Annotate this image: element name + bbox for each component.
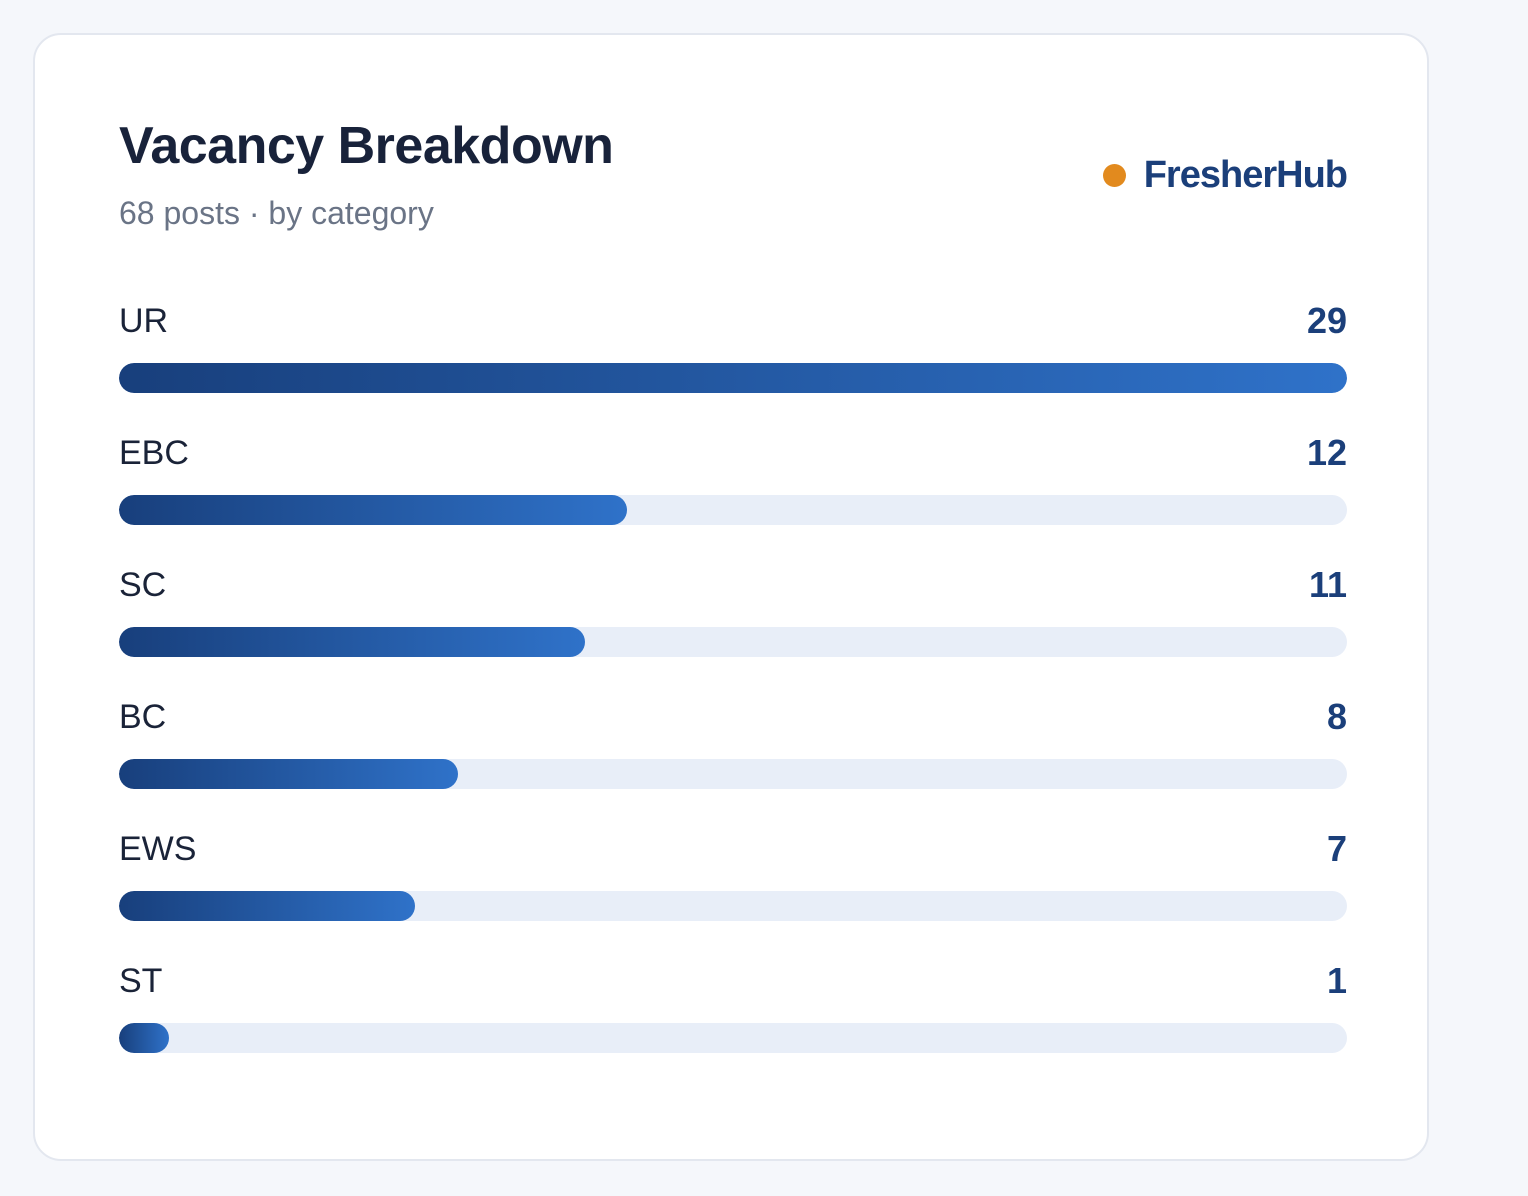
category-label: BC (119, 698, 167, 736)
bar-track (119, 891, 1347, 921)
bar-row-bc: BC 8 (119, 695, 1347, 827)
bar (119, 627, 585, 657)
brand-name: FresherHub (1143, 153, 1348, 196)
category-label: SC (119, 566, 167, 604)
bar (119, 891, 415, 921)
data-label: 29 (1306, 300, 1347, 341)
category-label: EBC (119, 434, 189, 472)
bar-row-st: ST 1 (119, 959, 1347, 1091)
card-header: Vacancy Breakdown 68 posts · by category… (119, 115, 1348, 245)
category-label: UR (119, 302, 169, 340)
brand-dot-icon (1102, 163, 1126, 187)
category-label: ST (119, 962, 163, 1000)
bar-row-ur: UR 29 (119, 299, 1347, 431)
page-subtitle: 68 posts · by category (119, 195, 434, 231)
data-label: 7 (1326, 828, 1347, 869)
bar-track (119, 759, 1347, 789)
bar (119, 495, 627, 525)
brand: FresherHub (1102, 153, 1348, 197)
bar (119, 759, 458, 789)
bar-track (119, 1023, 1347, 1053)
bar-chart: UR 29 EBC 12 SC 11 BC 8 EWS 7 ST 1 (119, 299, 1347, 1091)
data-label: 12 (1306, 432, 1347, 473)
vacancy-card: Vacancy Breakdown 68 posts · by category… (33, 33, 1429, 1161)
page-title: Vacancy Breakdown (119, 117, 614, 175)
bar-track (119, 627, 1347, 657)
bar-row-ebc: EBC 12 (119, 431, 1347, 563)
bar-track (119, 363, 1347, 393)
bar (119, 363, 1347, 393)
data-label: 11 (1308, 564, 1347, 605)
bar-row-ews: EWS 7 (119, 827, 1347, 959)
data-label: 1 (1326, 960, 1347, 1001)
data-label: 8 (1326, 696, 1347, 737)
category-label: EWS (119, 830, 197, 868)
bar-row-sc: SC 11 (119, 563, 1347, 695)
bar-track (119, 495, 1347, 525)
bar (119, 1023, 169, 1053)
